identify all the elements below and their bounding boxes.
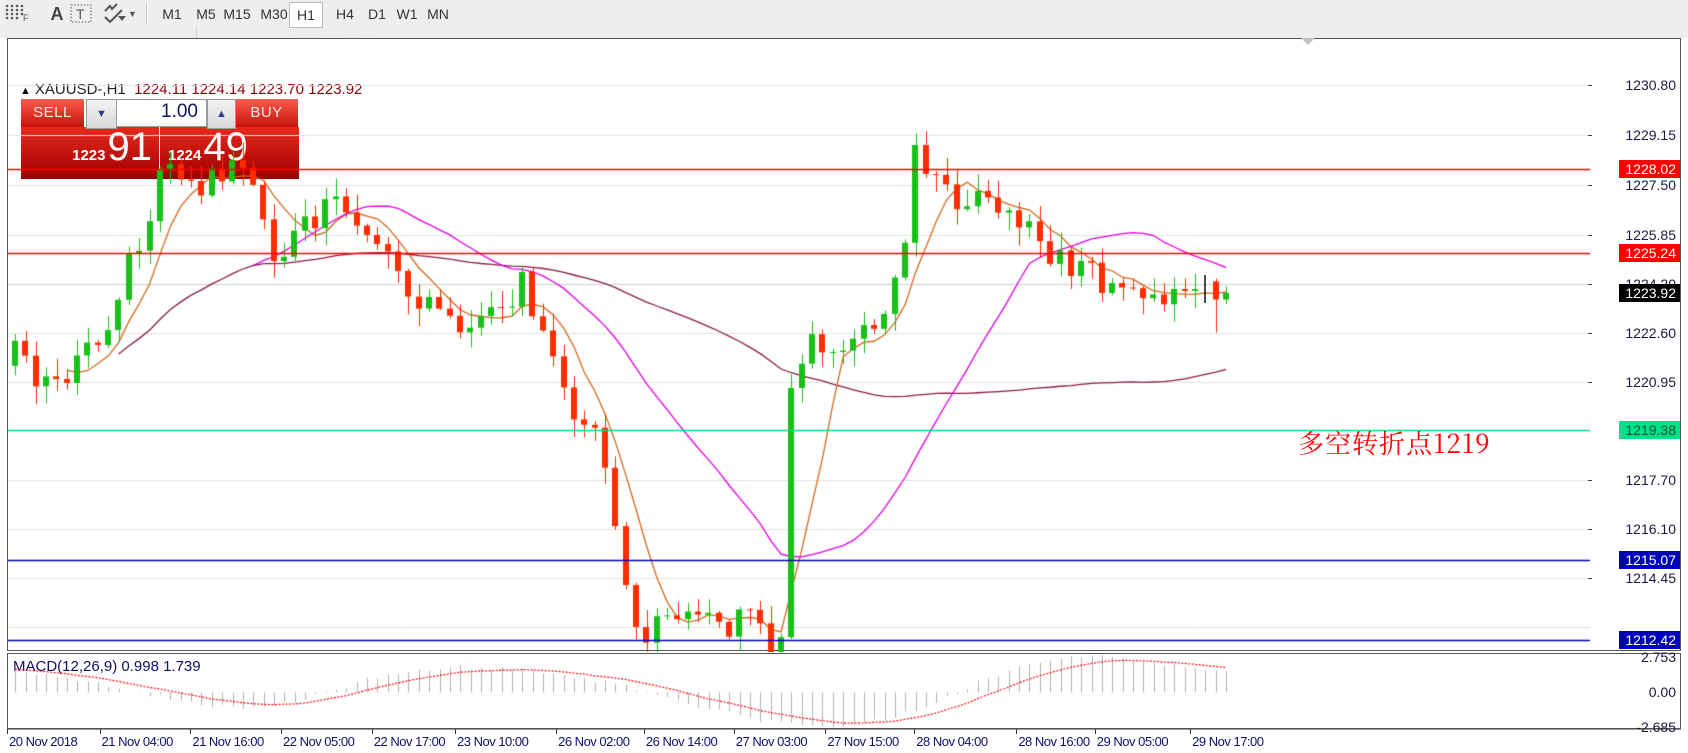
svg-text:F: F: [23, 13, 29, 23]
svg-text:T: T: [76, 6, 85, 22]
